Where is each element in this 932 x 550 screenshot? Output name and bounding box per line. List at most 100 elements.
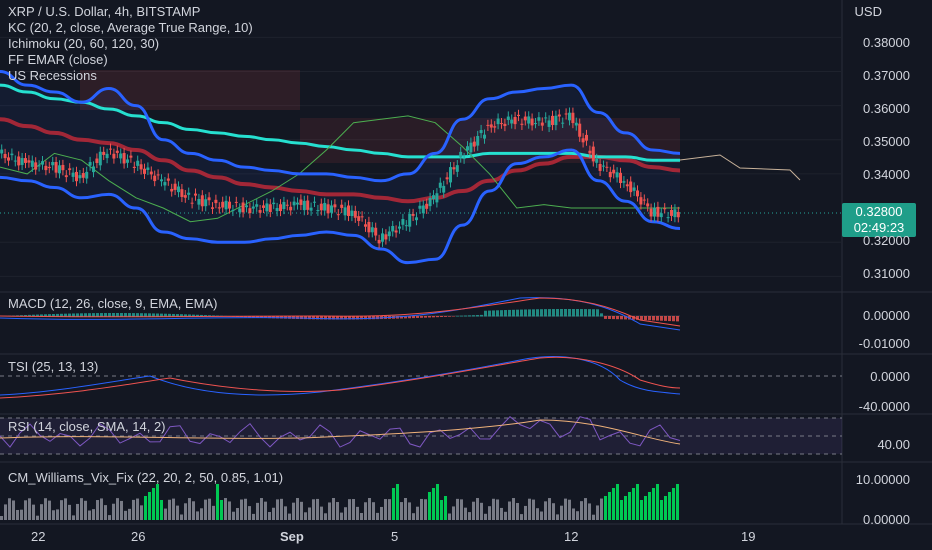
candle-body xyxy=(534,123,537,125)
macd-histogram-bar xyxy=(520,309,523,317)
candle-body xyxy=(119,153,123,159)
candle-body xyxy=(367,221,371,233)
macd-histogram-bar xyxy=(124,313,127,317)
candle-body xyxy=(649,208,653,217)
candle-body xyxy=(537,117,541,121)
candle-body xyxy=(149,171,153,175)
date-tick: 19 xyxy=(741,529,756,544)
vix-bar xyxy=(476,498,479,520)
candle-body xyxy=(343,207,347,216)
macd-histogram-bar xyxy=(40,314,43,317)
macd-histogram-bar xyxy=(424,316,427,318)
macd-histogram-bar xyxy=(140,313,143,317)
candle-body xyxy=(34,162,38,170)
candle-body xyxy=(551,115,554,125)
candle-body xyxy=(602,165,605,167)
currency-label: USD xyxy=(854,4,882,19)
vix-bar xyxy=(108,515,111,520)
macd-histogram-bar xyxy=(144,313,147,317)
macd-histogram-bar xyxy=(500,310,503,317)
candle-body xyxy=(221,201,225,208)
candle-body xyxy=(44,165,48,171)
candle-body xyxy=(200,195,204,207)
price-tick: 0.34000 xyxy=(863,167,910,182)
vix-bar xyxy=(44,498,47,520)
vix-bar xyxy=(256,502,259,520)
candle-body xyxy=(438,182,442,188)
ichimoku-span xyxy=(679,154,801,181)
candle-body xyxy=(173,183,177,190)
candle-body xyxy=(217,207,221,209)
candle-body xyxy=(442,185,446,193)
candle-body xyxy=(248,208,252,214)
vix-bar xyxy=(616,484,619,520)
candle-body xyxy=(296,202,299,205)
macd-histogram-bar xyxy=(616,316,619,320)
candle-body xyxy=(605,166,609,168)
macd-histogram-bar xyxy=(348,316,351,320)
macd-histogram-bar xyxy=(524,309,527,317)
vix-bar xyxy=(428,492,431,520)
candle-body xyxy=(394,230,398,233)
candle-body xyxy=(255,204,259,207)
vix-bar xyxy=(652,488,655,520)
vix-bar xyxy=(88,510,91,520)
macd-histogram-bar xyxy=(72,313,75,317)
candle-body xyxy=(612,169,616,174)
vix-bar xyxy=(56,509,59,520)
vix-bar xyxy=(676,484,679,520)
vix-bar xyxy=(288,513,291,520)
candle-body xyxy=(24,158,27,163)
vix-bar xyxy=(588,503,591,520)
candle-body xyxy=(452,167,456,170)
candle-body xyxy=(544,117,548,119)
macd-histogram-bar xyxy=(488,310,491,317)
macd-histogram-bar xyxy=(440,316,443,318)
macd-histogram-bar xyxy=(128,313,131,317)
candle-body xyxy=(98,151,102,166)
vix-bar xyxy=(404,498,407,520)
candle-body xyxy=(211,207,214,209)
vix-bar xyxy=(372,502,375,520)
vix-legend: CM_Williams_Vix_Fix (22, 20, 2, 50, 0.85… xyxy=(8,470,284,485)
rsi-legend: RSI (14, close, SMA, 14, 2) xyxy=(8,419,166,434)
legend-ffemar: FF EMAR (close) xyxy=(8,52,108,67)
candle-body xyxy=(459,151,463,158)
candle-body xyxy=(37,165,41,167)
candle-body xyxy=(486,124,490,126)
candle-body xyxy=(109,148,112,150)
kc-channel-fill xyxy=(0,71,680,263)
candle-body xyxy=(85,171,89,179)
macd-histogram-bar xyxy=(120,313,123,317)
vix-bar xyxy=(284,506,287,520)
macd-histogram-bar xyxy=(416,316,419,318)
vix-bar xyxy=(388,499,391,520)
macd-histogram-bar xyxy=(624,316,627,320)
macd-histogram-bar xyxy=(84,313,87,317)
candle-body xyxy=(228,201,231,209)
macd-histogram-bar xyxy=(164,313,167,317)
vix-bar xyxy=(36,515,39,520)
price-tick: 0.31000 xyxy=(863,266,910,281)
macd-histogram-bar xyxy=(112,313,115,317)
macd-histogram-bar xyxy=(132,313,135,317)
vix-bar xyxy=(76,503,79,520)
candle-body xyxy=(81,173,85,178)
macd-histogram-bar xyxy=(320,316,323,320)
macd-histogram-bar xyxy=(420,316,423,318)
macd-histogram-bar xyxy=(640,316,643,320)
candle-body xyxy=(323,202,327,211)
macd-histogram-bar xyxy=(404,316,407,319)
macd-histogram-bar xyxy=(504,310,507,317)
vix-bar xyxy=(304,512,307,520)
vix-bar xyxy=(308,507,311,520)
candle-body xyxy=(585,134,588,141)
vix-bar xyxy=(628,492,631,520)
vix-bar xyxy=(492,498,495,520)
candle-body xyxy=(289,206,293,211)
vix-bar xyxy=(216,484,219,520)
vix-bar xyxy=(340,512,343,520)
vix-bar xyxy=(568,499,571,520)
macd-histogram-bar xyxy=(564,309,567,317)
candle-body xyxy=(306,200,310,210)
